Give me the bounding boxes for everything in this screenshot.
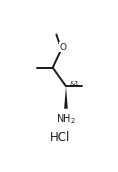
Text: &1: &1: [69, 80, 79, 87]
Polygon shape: [64, 86, 68, 109]
Text: NH$_2$: NH$_2$: [56, 112, 76, 126]
Text: HCl: HCl: [50, 131, 71, 144]
Text: O: O: [59, 43, 66, 52]
